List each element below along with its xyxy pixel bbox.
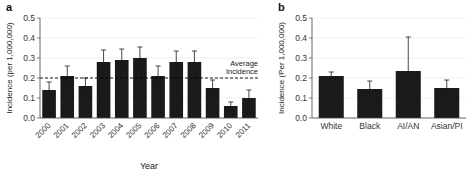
error-bar [329,72,334,80]
tick-label: 2001 [52,121,71,140]
error-bar [192,51,197,73]
tick-label: 2004 [106,121,125,140]
error-bar [137,47,142,69]
tick-label: 2008 [179,121,198,140]
marks [40,47,258,118]
tick-mark [37,58,40,59]
error-bar [156,66,161,86]
x-axis-line [312,118,466,119]
error-bar [367,81,372,97]
tick-label: 0.5 [295,13,307,23]
panel: 0.00.10.20.30.40.5AverageIncidence200020… [5,1,258,171]
tick-label: 0.3 [295,53,307,63]
error-bar [83,78,88,94]
grid-line [312,18,466,19]
tick-label: 2006 [143,121,162,140]
y-axis-line [312,18,313,118]
grid-line [312,118,466,119]
tick-label: 0.2 [295,73,307,83]
grid-line [40,78,258,79]
tick-label: 2010 [215,121,234,140]
chart-root: 0.00.10.20.30.40.5AverageIncidence200020… [0,0,474,173]
y-axis-label: Incidence (Per 1,000,000) [277,22,286,114]
grid-line [312,38,466,39]
tick-label: 2000 [34,121,53,140]
tick-label: 0.3 [23,53,35,63]
error-bar [210,80,215,96]
tick-mark [37,98,40,99]
grid-line [40,58,258,59]
x-axis-line [40,118,258,119]
tick-mark [37,38,40,39]
panel-label: b [278,1,285,13]
tick-label: AI/AN [397,121,419,131]
tick-label: 0.1 [23,93,35,103]
tick-label: 0.2 [23,73,35,83]
panel-label: a [6,1,13,13]
grid-line [40,38,258,39]
bar [319,76,344,118]
tick-label: 0.1 [295,93,307,103]
tick-mark [309,118,312,119]
tick-label: 2005 [124,121,143,140]
tick-mark [309,78,312,79]
tick-label: 0.0 [23,113,35,123]
y-axis-label: Incidence (per 1,000,000) [5,22,14,114]
tick-label: 2007 [161,121,180,140]
tick-label: 2003 [88,121,107,140]
error-bar [65,66,70,86]
tick-mark [309,38,312,39]
marks [319,37,460,118]
grid-line [40,18,258,19]
tick-label: 2011 [234,121,253,140]
tick-mark [309,58,312,59]
tick-label: Black [359,121,381,131]
tick-label: 0.0 [295,113,307,123]
error-bar [228,102,233,110]
tick-label: 0.4 [23,33,35,43]
panel: 0.0 0.1 0.2 0.3 0.4 0.5 White Black AI/AN Asian/P… [277,1,466,131]
grid-line [40,118,258,119]
tick-label: Asian/PI [431,121,463,131]
tick-label: White [320,121,342,131]
tick-mark [37,78,40,79]
annotation: AverageIncidence [226,59,258,77]
tick-mark [309,18,312,19]
average-line [40,78,258,79]
tick-label: 0.5 [23,13,35,23]
tick-mark [309,98,312,99]
error-bar [119,49,124,71]
error-bar [246,90,251,106]
tick-label: 0.4 [295,33,307,43]
x-axis-label: Year [140,161,158,171]
y-axis-line [40,18,41,118]
tick-mark [37,18,40,19]
error-bar [444,80,449,96]
error-bar [47,82,52,98]
error-bar [101,50,106,74]
tick-label: 2002 [70,121,89,140]
grid-line [312,58,466,59]
tick-label: 2009 [197,121,216,140]
error-bar [406,37,411,105]
error-bar [174,51,179,73]
tick-mark [37,118,40,119]
